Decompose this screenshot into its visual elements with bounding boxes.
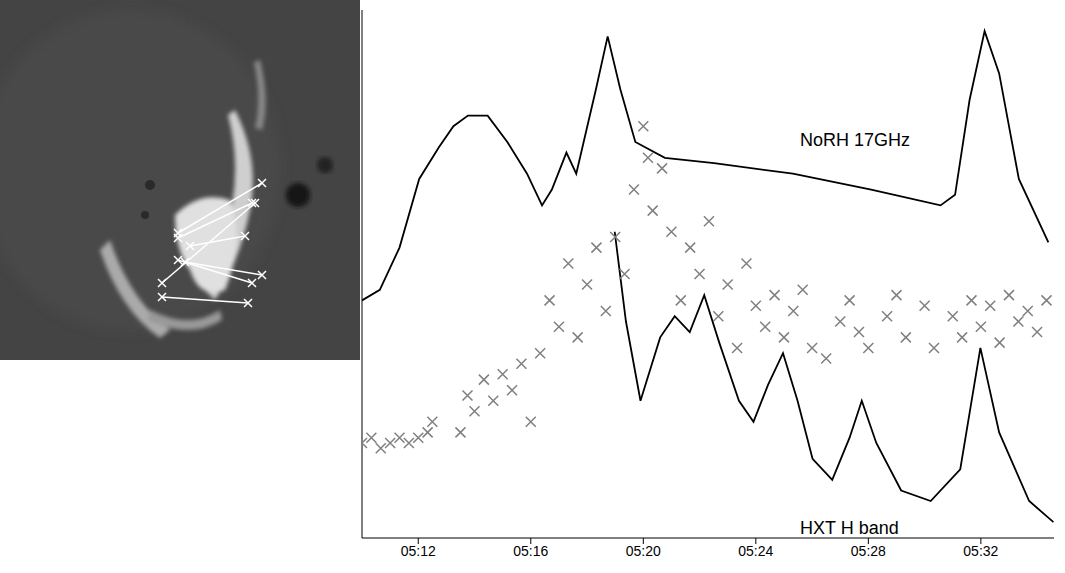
svg-text:05:12: 05:12 <box>401 543 436 559</box>
svg-text:05:20: 05:20 <box>626 543 661 559</box>
svg-text:05:24: 05:24 <box>738 543 773 559</box>
svg-text:05:16: 05:16 <box>513 543 548 559</box>
html-text:NoRH 17GHz: NoRH 17GHz <box>800 130 910 150</box>
svg-text:05:32: 05:32 <box>963 543 998 559</box>
svg-text:05:28: 05:28 <box>851 543 886 559</box>
html-text:HXT H band: HXT H band <box>800 518 899 538</box>
